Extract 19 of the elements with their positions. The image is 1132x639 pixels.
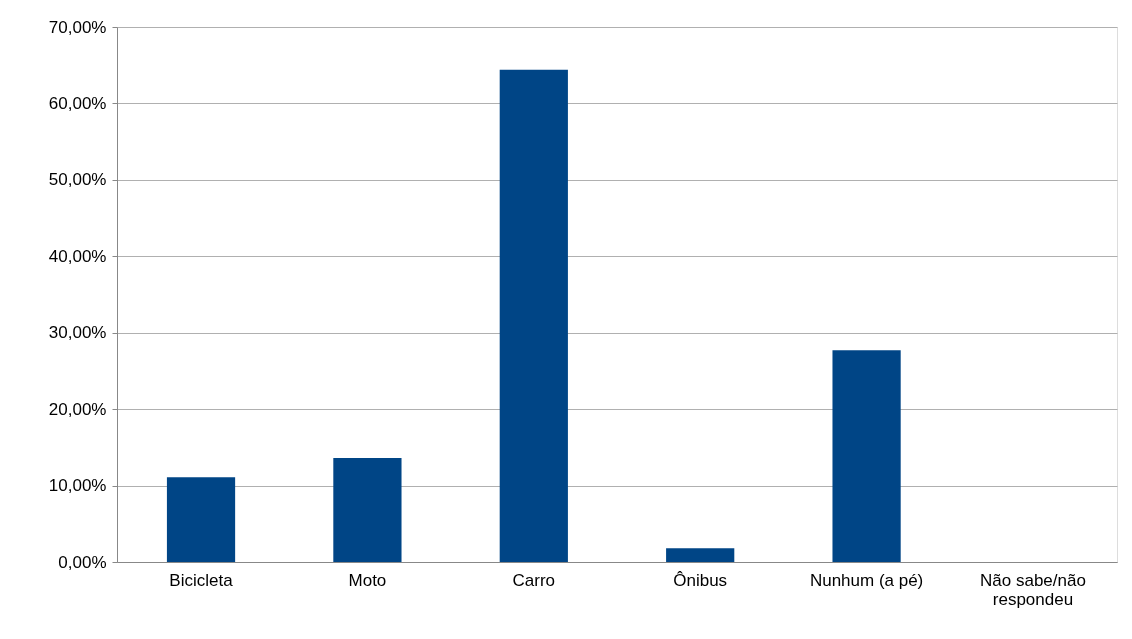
x-tick-label: Ônibus bbox=[673, 570, 728, 590]
x-tick-label: Moto bbox=[348, 570, 387, 590]
x-tick-label: Carro bbox=[512, 570, 556, 590]
bar bbox=[166, 477, 236, 562]
x-tick-label: Não sabe/não respondeu bbox=[980, 570, 1086, 609]
y-tick-label: 40,00% bbox=[48, 246, 107, 266]
y-tick-label: 20,00% bbox=[48, 399, 107, 419]
bar bbox=[832, 350, 901, 562]
bar bbox=[666, 548, 735, 562]
bar bbox=[499, 69, 568, 562]
x-tick-label: Bicicleta bbox=[169, 570, 234, 590]
y-tick-label: 50,00% bbox=[48, 170, 107, 190]
y-tick-label: 10,00% bbox=[48, 476, 107, 496]
x-tick-label: Nunhum (a pé) bbox=[809, 570, 924, 590]
y-tick-label: 70,00% bbox=[48, 17, 107, 37]
y-tick-label: 30,00% bbox=[48, 323, 107, 343]
y-tick-label: 0,00% bbox=[58, 552, 107, 572]
bar bbox=[333, 458, 402, 562]
y-tick-label: 60,00% bbox=[48, 93, 107, 113]
